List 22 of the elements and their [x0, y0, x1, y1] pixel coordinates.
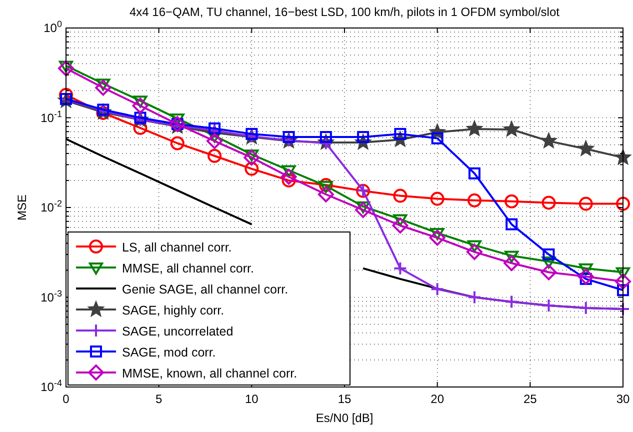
legend-label: SAGE, highly corr.: [122, 304, 224, 318]
x-tick-label: 0: [62, 392, 70, 406]
legend-label: SAGE, mod corr.: [122, 346, 216, 360]
y-tick-label: 10$^{-2}$: [40, 198, 62, 214]
y-tick-label: 10$^{-1}$: [40, 108, 62, 125]
legend-label: LS, all channel corr.: [122, 240, 232, 254]
x-tick-label: 25: [523, 392, 538, 406]
legend-label: Genie SAGE, all channel corr.: [122, 282, 288, 296]
legend-label: MMSE, all channel corr.: [122, 262, 254, 276]
x-axis-title: Es/N0 [dB]: [316, 411, 374, 425]
y-tick-label: 10$^{-3}$: [40, 288, 62, 304]
x-tick-label: 20: [430, 392, 444, 406]
chart-title: 4x4 16−QAM, TU channel, 16−best LSD, 100 km/h, pilots in 1 OFDM symbol/slot: [130, 5, 560, 19]
y-tick-label: 10$^{0}$: [44, 19, 62, 35]
y-tick-label: 10$^{-4}$: [40, 378, 62, 394]
x-tick-label: 5: [155, 392, 162, 406]
x-tick-label: 10: [244, 392, 259, 406]
legend-label: MMSE, known, all channel corr.: [122, 366, 298, 380]
legend-label: SAGE, uncorrelated: [122, 324, 234, 338]
y-axis-title: MSE: [15, 194, 29, 221]
x-tick-label: 30: [616, 392, 630, 406]
x-tick-label: 15: [338, 392, 352, 406]
